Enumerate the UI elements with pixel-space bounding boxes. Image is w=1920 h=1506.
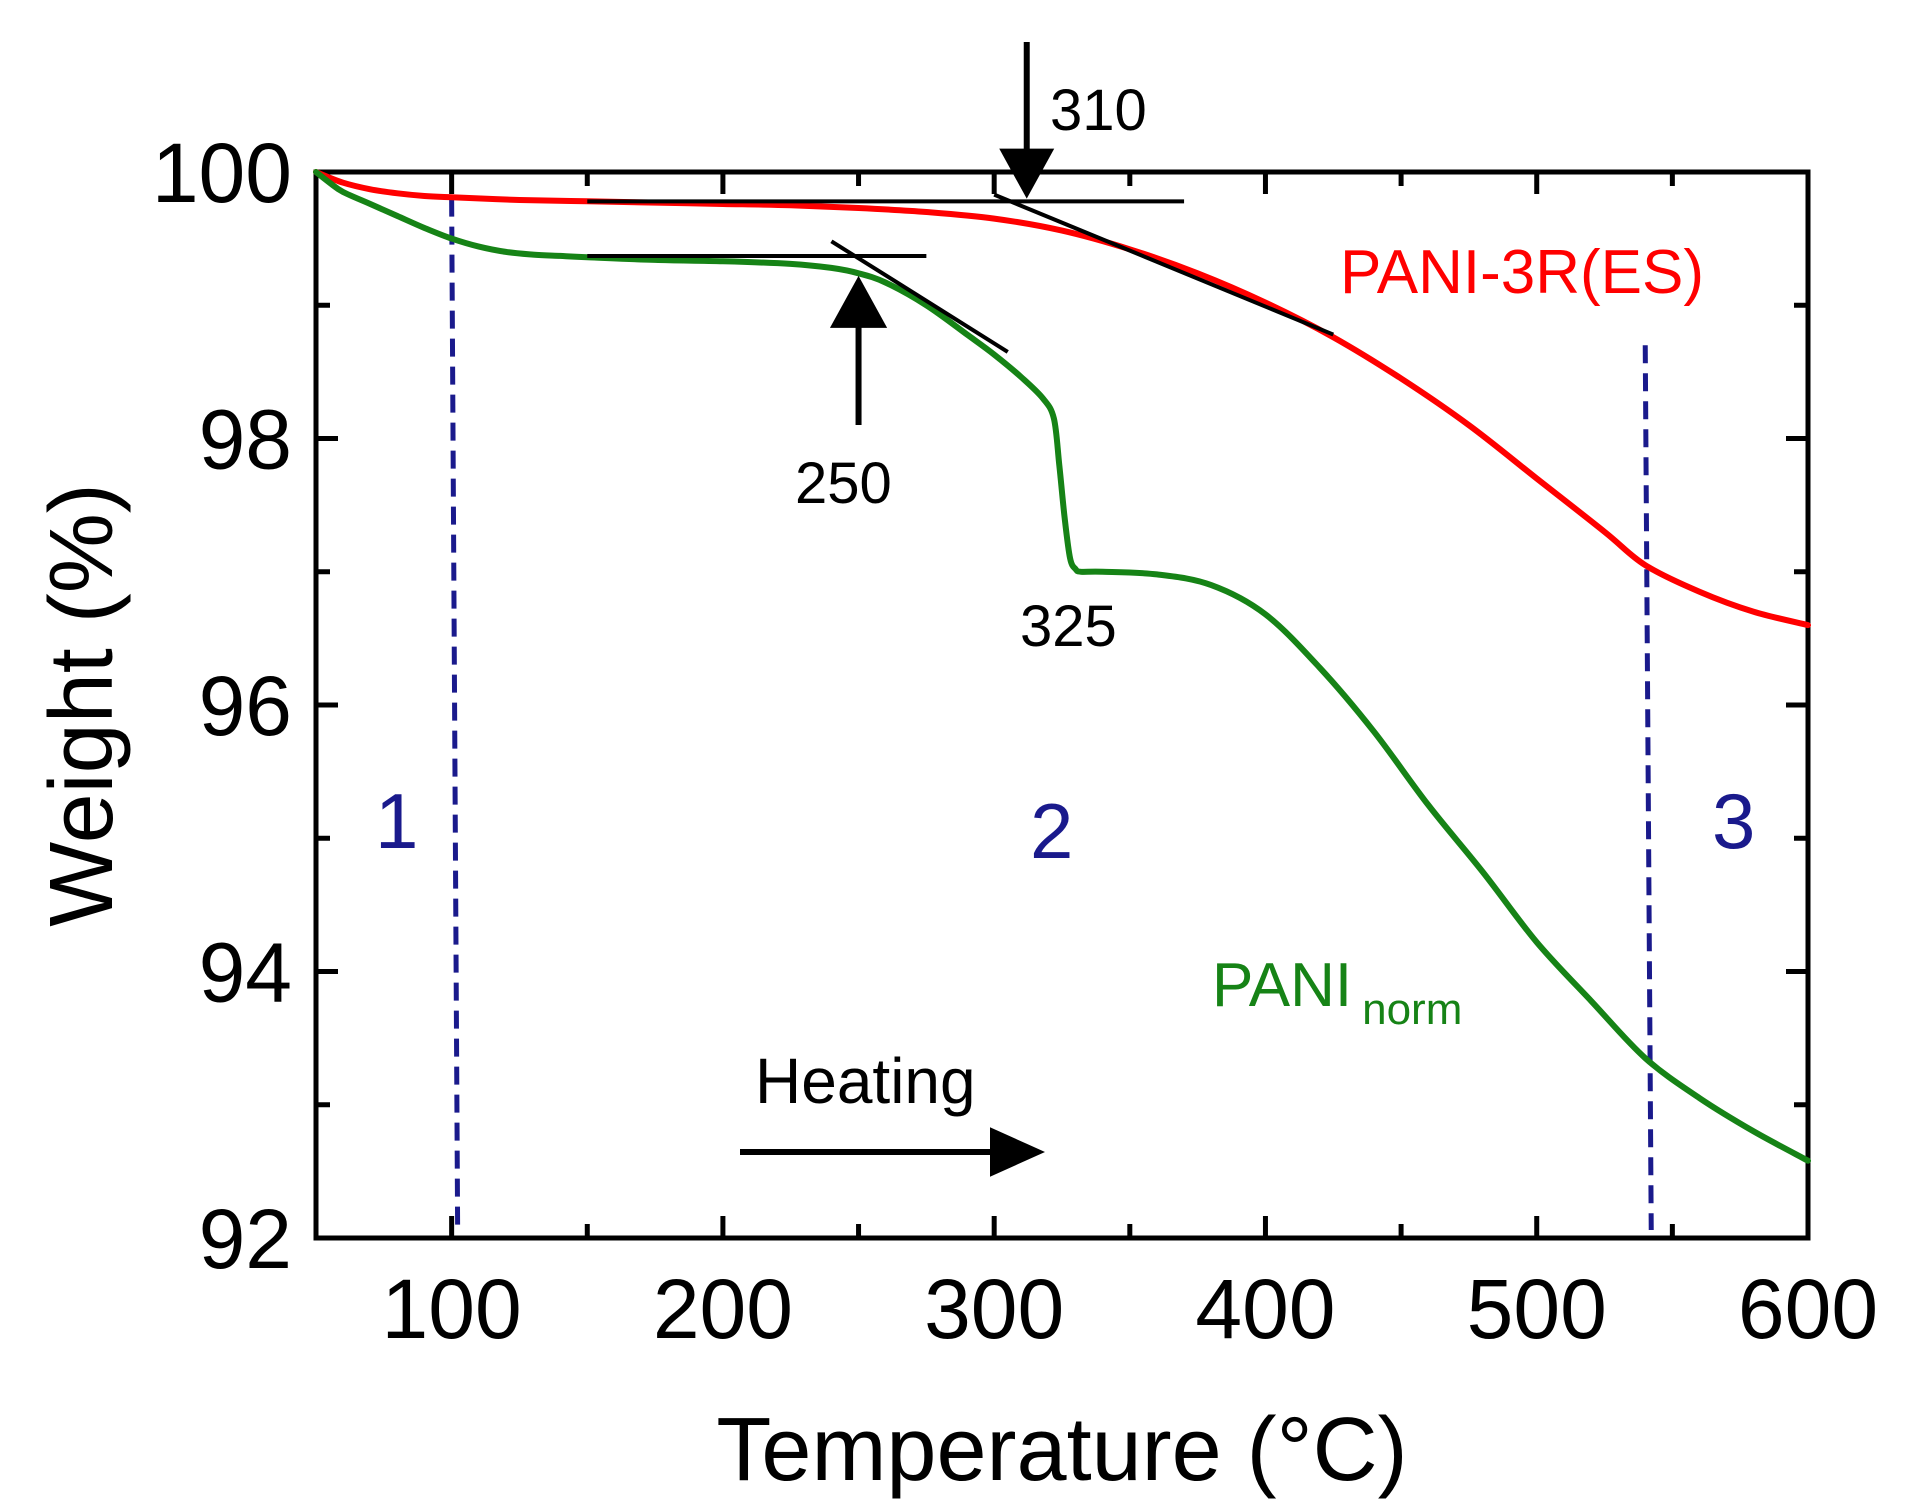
y-tick-label: 94 [199,926,292,1020]
series-label-main: PANI [1212,951,1352,1020]
region-boundary-line [449,198,461,1231]
x-tick-label: 200 [653,1262,793,1356]
tangent-line [830,239,1009,354]
x-tick-label: 500 [1467,1262,1607,1356]
y-axis-ticks: 92 94 96 98 100 [152,126,1808,1286]
series-label-pani-norm: PANI norm [1212,951,1462,1034]
x-tick-label: 100 [382,1262,522,1356]
y-tick-label: 96 [199,659,292,753]
annotation-arrows [740,42,1055,1177]
series-line-pani-norm [313,169,1811,1164]
arrow-head [999,148,1055,199]
y-tick-label: 98 [199,393,292,487]
series-label-pani-3r-es: PANI-3R(ES) [1340,238,1704,307]
series-line-pani-3r-es [313,169,1811,629]
tangent-lines [587,192,1335,354]
x-tick-label: 300 [924,1262,1064,1356]
annotation-310: 310 [1050,78,1147,143]
y-tick-label: 92 [199,1192,292,1286]
tangent-line [993,192,1335,337]
x-tick-label: 600 [1738,1262,1878,1356]
annotation-325: 325 [1020,594,1117,659]
region-label-3: 3 [1712,777,1755,865]
series-label-subscript: norm [1362,985,1462,1034]
annotation-heating: Heating [755,1045,976,1117]
y-axis-title: Weight (%) [32,483,132,926]
x-axis-ticks: 100 200 300 400 500 600 [313,172,1878,1356]
x-axis-title: Temperature (°C) [716,1400,1407,1500]
arrow-head [829,275,888,328]
region-label-2: 2 [1030,787,1073,875]
region-label-1: 1 [375,777,418,865]
plot-frame [313,169,1811,1241]
annotation-250: 250 [795,451,892,516]
x-tick-label: 400 [1195,1262,1335,1356]
region-boundaries [449,198,1654,1231]
arrow-head [990,1127,1045,1177]
y-tick-label: 100 [152,126,292,220]
region-boundary-line [1642,345,1654,1231]
